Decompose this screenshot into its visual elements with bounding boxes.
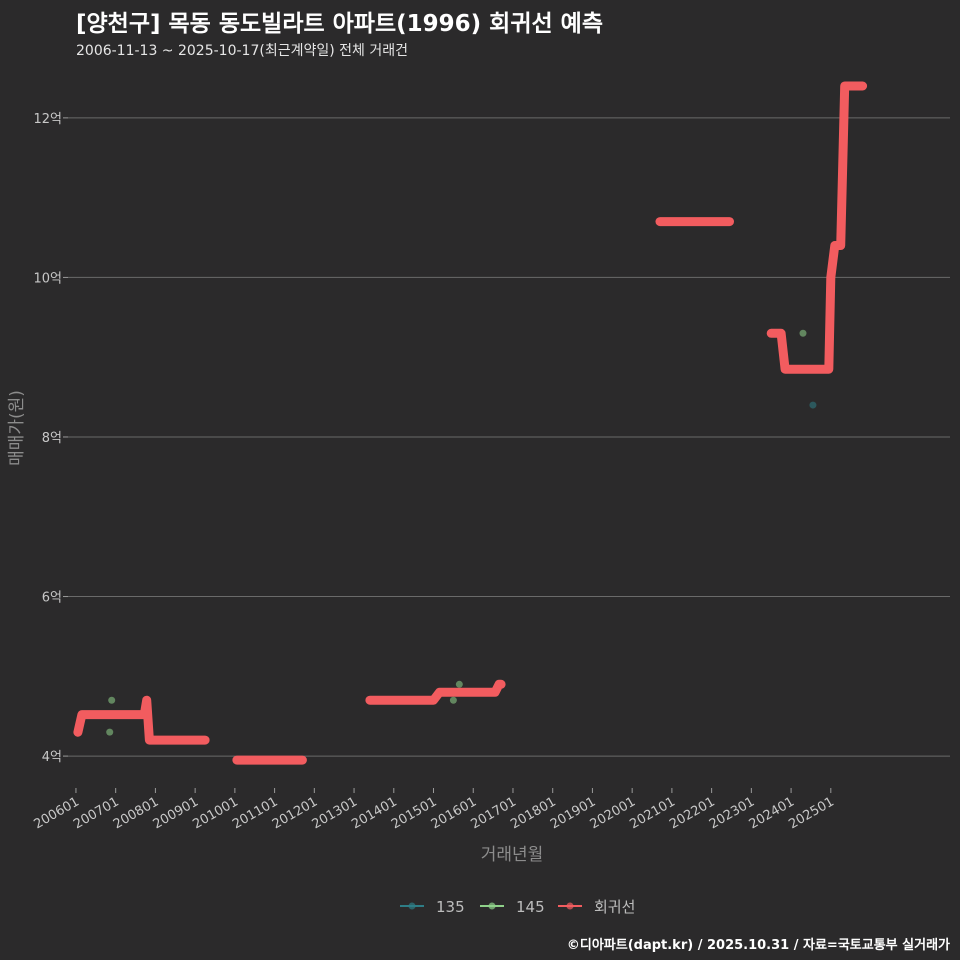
- chart-title: [양천구] 목동 동도빌라트 아파트(1996) 회귀선 예측: [76, 11, 603, 37]
- regression-segment: [73, 695, 210, 745]
- x-axis-title: 거래년월: [481, 845, 544, 865]
- regression-segment: [766, 81, 868, 374]
- y-axis: 4억 6억 8억 10억 12억: [33, 112, 68, 765]
- point-145: [455, 680, 463, 688]
- chart-subtitle: 2006-11-13 ~ 2025-10-17(최근계약일) 전체 거래건: [76, 43, 408, 59]
- legend: 135 145 회귀선: [400, 898, 635, 916]
- y-tick-label: 6억: [42, 591, 62, 606]
- point-145: [799, 329, 807, 337]
- legend-marker-135: [408, 902, 416, 910]
- gridlines: [68, 117, 950, 757]
- legend-marker-회귀선: [566, 902, 574, 910]
- data-points: [106, 329, 817, 736]
- legend-label-회귀선: 회귀선: [594, 898, 635, 916]
- regression-segment: [365, 679, 506, 705]
- y-tick-label: 8억: [42, 431, 62, 446]
- y-tick-label: 10억: [33, 271, 62, 286]
- x-axis: 2006012007012008012009012010012011012012…: [31, 788, 837, 832]
- point-145: [449, 696, 457, 704]
- y-tick-label: 12억: [33, 112, 62, 127]
- x-tick-label: 202501: [786, 794, 836, 832]
- y-tick-label: 4억: [42, 750, 62, 765]
- y-axis-title: 매매가(원): [7, 390, 27, 466]
- legend-label-145: 145: [516, 898, 545, 916]
- point-135: [809, 401, 817, 409]
- legend-marker-145: [488, 902, 496, 910]
- regression-line: [73, 81, 868, 765]
- legend-label-135: 135: [436, 898, 465, 916]
- point-145: [106, 728, 114, 736]
- source-caption: ©디아파트(dapt.kr) / 2025.10.31 / 자료=국토교통부 실…: [566, 938, 950, 953]
- point-145: [108, 696, 116, 704]
